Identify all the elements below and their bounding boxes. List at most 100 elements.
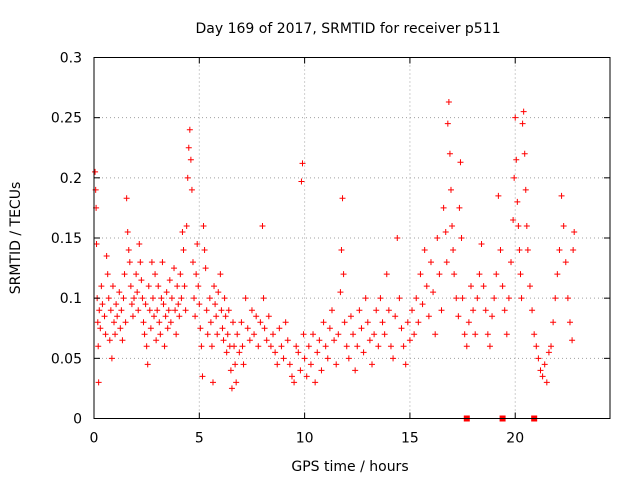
data-point (510, 216, 517, 223)
data-point (145, 283, 152, 290)
data-point (373, 307, 380, 314)
data-point (222, 313, 229, 320)
data-point (136, 241, 143, 248)
data-point (320, 319, 327, 326)
data-point (189, 259, 196, 266)
data-point (409, 307, 416, 314)
y-tick-label: 0 (73, 412, 82, 428)
data-point (218, 307, 225, 314)
data-point (520, 108, 527, 115)
data-point (526, 283, 533, 290)
data-point (529, 307, 536, 314)
data-point (198, 343, 205, 350)
data-point (230, 319, 237, 326)
data-point (156, 319, 163, 326)
data-point (236, 349, 243, 356)
data-point (133, 271, 140, 278)
data-point (117, 325, 124, 332)
data-point (318, 367, 325, 374)
data-point (122, 319, 129, 326)
data-point (116, 289, 123, 296)
data-point (288, 373, 295, 380)
data-point (259, 222, 266, 229)
data-point (387, 343, 394, 350)
data-point (461, 331, 468, 338)
data-point (305, 343, 312, 350)
data-point (446, 150, 453, 157)
data-point (126, 259, 133, 266)
data-point (202, 265, 209, 272)
data-point (396, 295, 403, 302)
data-point (282, 319, 289, 326)
data-point (322, 343, 329, 350)
data-point (177, 271, 184, 278)
data-point (343, 343, 350, 350)
data-point (392, 313, 399, 320)
chart-title: Day 169 of 2017, SRMTID for receiver p51… (195, 21, 500, 37)
data-point (423, 283, 430, 290)
data-point (101, 313, 108, 320)
data-point (564, 295, 571, 302)
data-point (111, 319, 118, 326)
data-point (419, 301, 426, 308)
data-point (172, 307, 179, 314)
data-point (499, 283, 506, 290)
data-point (217, 271, 224, 278)
data-point (443, 259, 450, 266)
data-point (163, 289, 170, 296)
data-point (181, 283, 188, 290)
data-point (425, 313, 432, 320)
data-point (144, 361, 151, 368)
data-point (220, 337, 227, 344)
data-point (300, 331, 307, 338)
data-point (253, 313, 260, 320)
data-point (120, 295, 127, 302)
data-point (96, 307, 103, 314)
data-point (398, 325, 405, 332)
data-point (195, 283, 202, 290)
data-point (93, 241, 100, 248)
data-point (558, 192, 565, 199)
data-point (456, 204, 463, 211)
data-point (508, 259, 515, 266)
data-point (112, 331, 119, 338)
data-point (451, 271, 458, 278)
data-point (432, 331, 439, 338)
data-point (514, 198, 521, 205)
data-point (113, 301, 120, 308)
data-point (390, 355, 397, 362)
data-point (149, 295, 156, 302)
data-point (203, 307, 210, 314)
y-axis: 0 0.05 0.1 0.15 0.2 0.25 0.3 (51, 51, 610, 428)
data-point (261, 325, 268, 332)
data-point (206, 295, 213, 302)
data-point (155, 283, 162, 290)
data-point (337, 289, 344, 296)
y-tick-label: 0.1 (60, 291, 82, 307)
data-point (114, 313, 121, 320)
x-tick-label: 10 (296, 431, 314, 447)
data-point (486, 343, 493, 350)
data-point (541, 361, 548, 368)
data-point (272, 349, 279, 356)
data-point (193, 271, 200, 278)
data-point (187, 156, 194, 163)
data-point (244, 325, 251, 332)
data-point (270, 331, 277, 338)
data-points (92, 99, 578, 392)
data-point (173, 331, 180, 338)
data-point (240, 361, 247, 368)
data-point (139, 295, 146, 302)
data-point (316, 337, 323, 344)
data-point (335, 331, 342, 338)
data-point (480, 283, 487, 290)
data-point (545, 349, 552, 356)
data-point (298, 178, 305, 185)
data-point (338, 247, 345, 254)
data-point (345, 355, 352, 362)
data-point (556, 247, 563, 254)
data-point (179, 228, 186, 235)
data-point (449, 222, 456, 229)
data-point (135, 307, 142, 314)
